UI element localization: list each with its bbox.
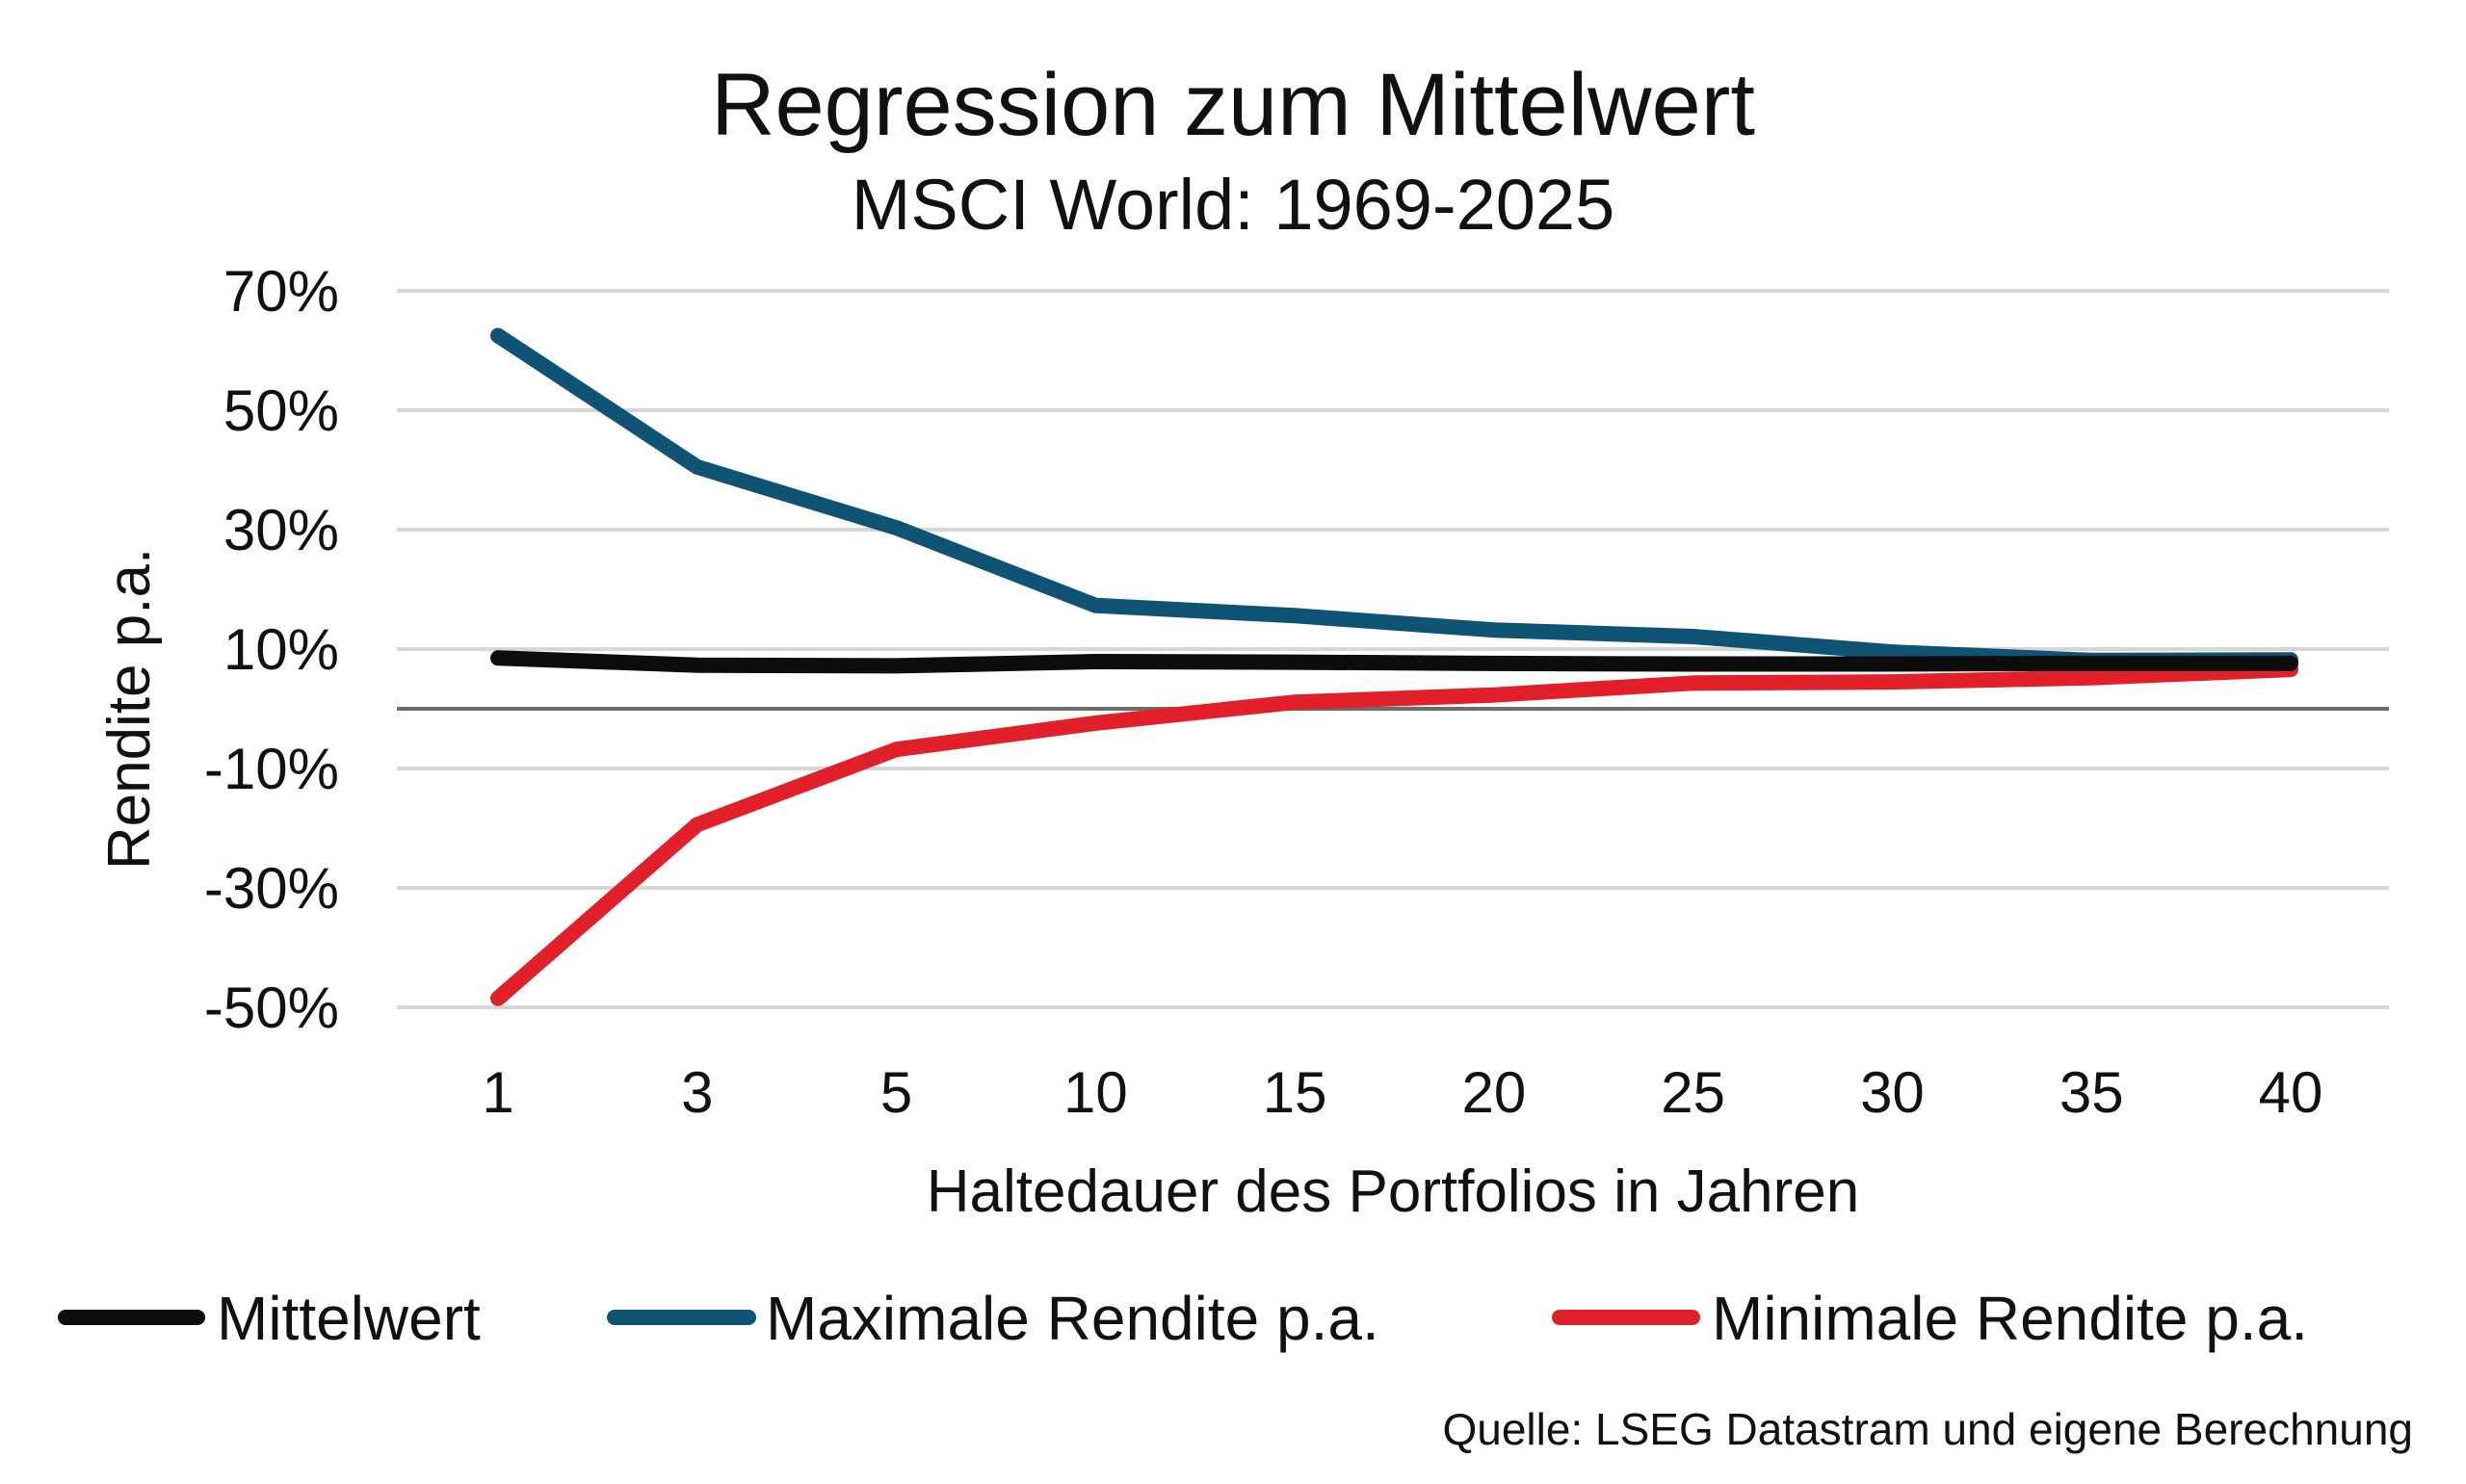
series-layer (490, 327, 2298, 1006)
legend-label-maximale-rendite-p-a: Maximale Rendite p.a. (766, 1284, 1379, 1353)
y-tick-label: 10% (223, 617, 339, 682)
grid-layer (397, 289, 2389, 1009)
series-line-minimale-rendite-p-a (490, 662, 2298, 1006)
legend: Mittelwert Maximale Rendite p.a. Minimale … (58, 1284, 2308, 1353)
y-tick-label: -10% (204, 737, 339, 801)
x-tick-label: 40 (2259, 1060, 2323, 1125)
chart-subtitle: MSCI World: 1969-2025 (852, 165, 1614, 245)
x-tick-label: 30 (1860, 1060, 1925, 1125)
x-tick-label: 25 (1661, 1060, 1725, 1125)
x-tick-label: 3 (681, 1060, 713, 1125)
x-axis-label: Haltedauer des Portfolios in Jahren (927, 1159, 1859, 1225)
y-axis-label: Rendite p.a. (96, 548, 163, 870)
series-line-maximale-rendite-p-a (490, 327, 2298, 668)
chart-title: Regression zum Mittelwert (711, 56, 1755, 154)
y-tick-label: 50% (223, 378, 339, 443)
y-tick-label: 30% (223, 498, 339, 562)
y-tick-labels: 70% 50% 30% 10% -10% -30% -50% (204, 259, 339, 1040)
y-tick-label: -50% (204, 976, 339, 1040)
y-tick-label: -30% (204, 856, 339, 921)
x-tick-label: 1 (482, 1060, 513, 1125)
x-tick-label: 35 (2059, 1060, 2124, 1125)
x-tick-label: 20 (1462, 1060, 1527, 1125)
x-tick-label: 15 (1263, 1060, 1327, 1125)
source-note: Quelle: LSEG Datastram und eigene Berech… (1442, 1404, 2413, 1454)
series-line-mittelwert (490, 650, 2298, 674)
y-tick-label: 70% (223, 259, 339, 324)
x-tick-label: 10 (1063, 1060, 1128, 1125)
legend-label-mittelwert: Mittelwert (217, 1284, 481, 1353)
x-tick-label: 5 (880, 1060, 912, 1125)
legend-label-minimale-rendite-p-a: Minimale Rendite p.a. (1712, 1284, 2308, 1353)
x-tick-labels: 1 3 5 10 15 20 25 30 35 40 (482, 1060, 2322, 1125)
